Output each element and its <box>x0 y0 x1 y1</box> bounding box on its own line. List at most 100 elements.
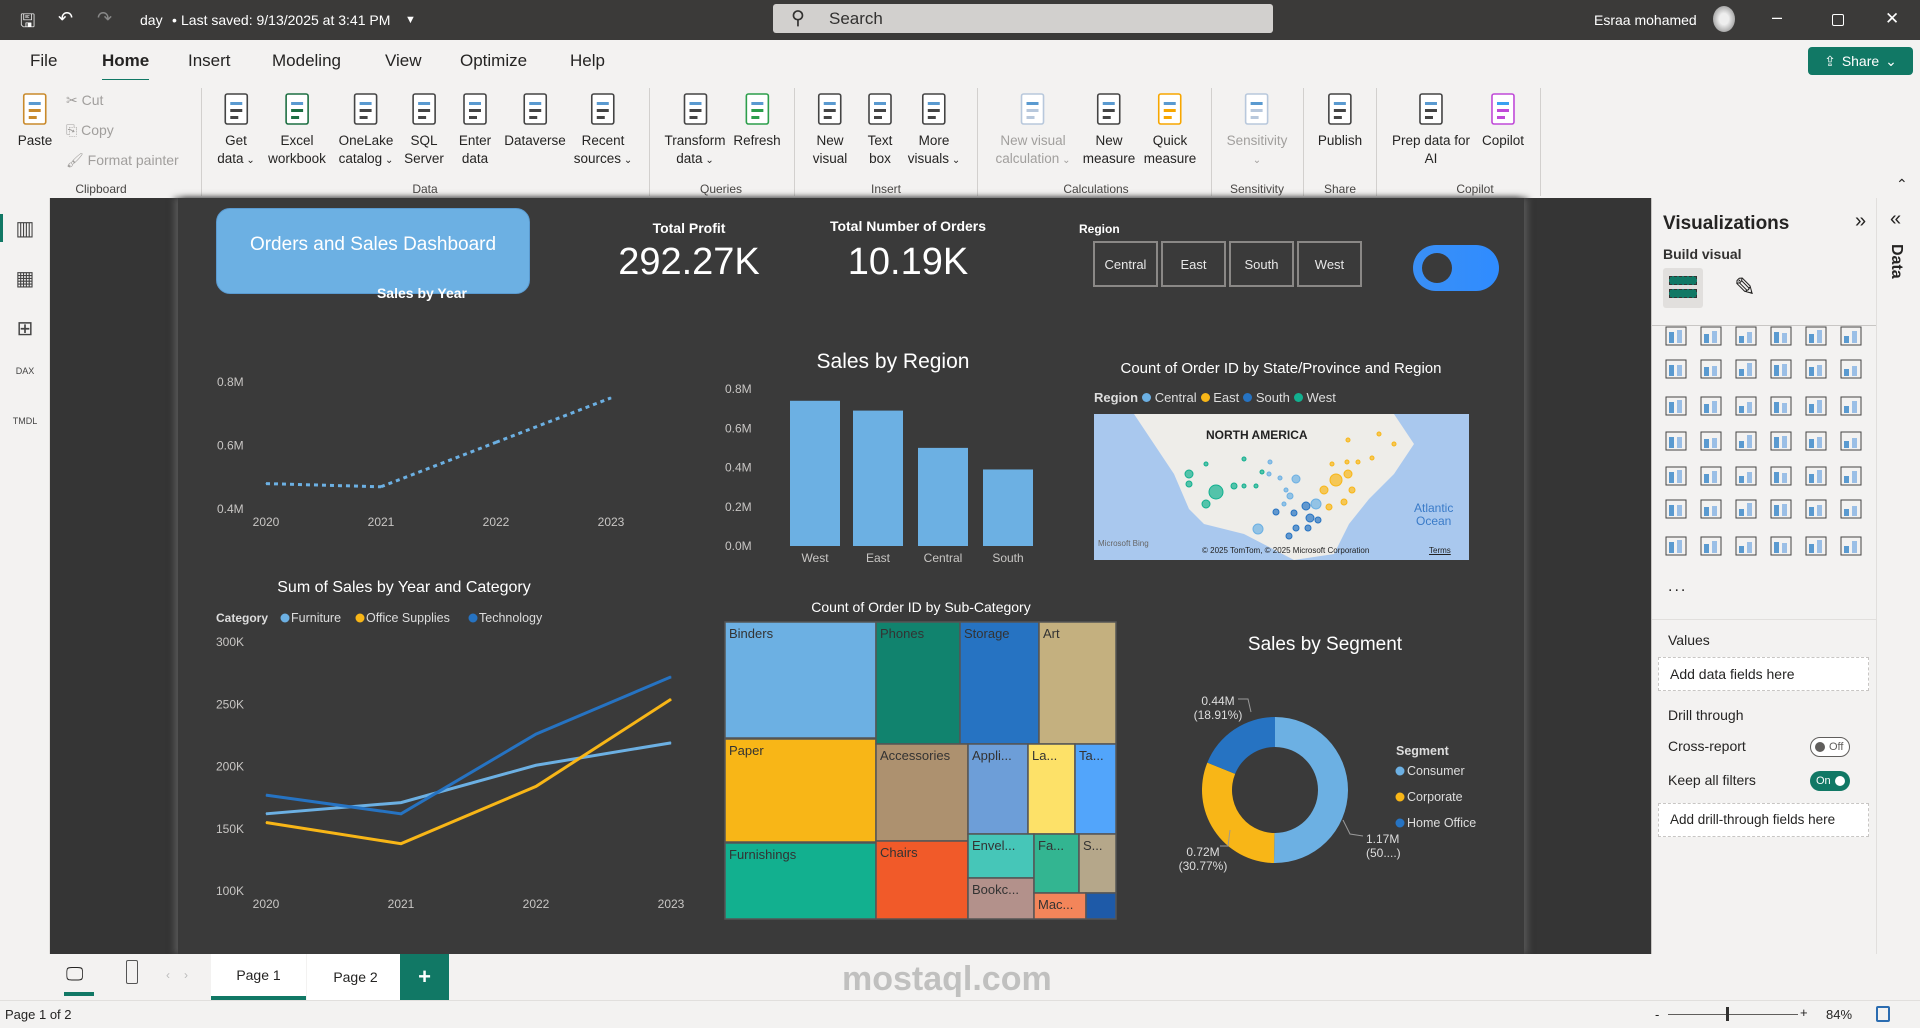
metrics-icon[interactable] <box>1839 497 1867 525</box>
map-icon[interactable] <box>1699 429 1727 457</box>
gauge-icon[interactable] <box>1804 429 1832 457</box>
treemap-cell[interactable] <box>967 877 1035 920</box>
map-bubble[interactable] <box>1376 431 1382 437</box>
series-line-office-supplies[interactable] <box>265 698 672 846</box>
user-name[interactable]: Esraa mohamed <box>1594 12 1697 28</box>
zoom-out-button[interactable]: - <box>1655 1007 1660 1022</box>
data-point[interactable] <box>670 676 672 678</box>
series-line-furniture[interactable] <box>265 741 672 816</box>
python-visual-icon[interactable] <box>1664 497 1692 525</box>
data-point[interactable] <box>535 764 537 766</box>
zoom-in-button[interactable]: + <box>1800 1005 1808 1020</box>
donut-slice-consumer[interactable] <box>1274 717 1349 863</box>
previous-page-icon[interactable]: ‹ <box>166 968 170 982</box>
region-slicer-option-central[interactable]: Central <box>1093 241 1158 287</box>
paginated-report-icon[interactable] <box>1664 534 1692 562</box>
matrix-icon[interactable] <box>1804 464 1832 492</box>
map-bubble[interactable] <box>1292 524 1300 532</box>
data-point[interactable] <box>265 483 267 485</box>
expand-pane-icon[interactable]: « <box>1890 208 1902 230</box>
slicer-icon[interactable] <box>1734 464 1762 492</box>
ribbon-text-box-button[interactable]: Text box <box>863 90 897 168</box>
stacked-column-icon[interactable] <box>1699 324 1727 352</box>
desktop-layout-icon[interactable]: 🖵 <box>66 964 84 984</box>
map-bubble[interactable] <box>1281 501 1287 507</box>
data-point[interactable] <box>400 813 402 815</box>
data-point[interactable] <box>265 794 267 796</box>
pie-icon[interactable] <box>1804 394 1832 422</box>
ribbon-sql-server-button[interactable]: SQL Server <box>404 90 444 168</box>
dashboard-title-button[interactable]: Orders and Sales Dashboard <box>216 208 530 294</box>
key-influencers-icon[interactable] <box>1699 497 1727 525</box>
map-bubble[interactable] <box>1391 441 1397 447</box>
mobile-layout-icon[interactable] <box>126 960 138 984</box>
donut-slice-corporate[interactable] <box>1201 762 1275 863</box>
ribbon-dataverse-button[interactable]: Dataverse <box>504 90 566 150</box>
data-point[interactable] <box>400 802 402 804</box>
map-legend-item[interactable]: Central <box>1142 390 1197 405</box>
format-visual-icon[interactable]: ✎ <box>1734 272 1756 302</box>
card-icon[interactable] <box>1839 429 1867 457</box>
map-legend-item[interactable]: South <box>1243 390 1290 405</box>
waterfall-icon[interactable] <box>1699 394 1727 422</box>
data-point[interactable] <box>535 733 537 735</box>
values-well[interactable]: Add data fields here <box>1658 657 1869 691</box>
map-bubble[interactable] <box>1252 523 1264 535</box>
ribbon-refresh-button[interactable]: Refresh <box>733 90 781 150</box>
data-point[interactable] <box>265 813 267 815</box>
map-bubble[interactable] <box>1329 461 1335 467</box>
map-bubble[interactable] <box>1266 471 1272 477</box>
redo-icon[interactable]: ↷ <box>97 8 113 28</box>
ribbon-prep-data-button[interactable]: Prep data for AI <box>1392 90 1470 168</box>
treemap-cell[interactable] <box>1085 892 1117 920</box>
clustered-bar-icon[interactable] <box>1734 324 1762 352</box>
ribbon-quick-measure-button[interactable]: Quick measure <box>1144 90 1196 168</box>
ribbon-publish-button[interactable]: Publish <box>1318 90 1362 150</box>
map-bubble[interactable] <box>1304 524 1312 532</box>
menu-tab-help[interactable]: Help <box>570 51 605 70</box>
table-view-icon[interactable]: ▦ <box>15 268 35 290</box>
map-bubble[interactable] <box>1203 461 1209 467</box>
report-view-icon[interactable]: ▥ <box>15 218 35 240</box>
map-bubble[interactable] <box>1310 498 1322 510</box>
map-terms-link[interactable]: Terms <box>1429 546 1451 555</box>
zoom-slider-thumb[interactable] <box>1725 1007 1729 1021</box>
toggle-switch[interactable] <box>1413 245 1499 291</box>
search-input[interactable]: ⚲ Search <box>773 4 1273 33</box>
funnel-icon[interactable] <box>1734 394 1762 422</box>
power-automate-icon[interactable] <box>1839 534 1867 562</box>
map-bubble[interactable] <box>1340 498 1348 506</box>
ribbon-paste-button[interactable]: Paste <box>18 90 52 150</box>
map-bubble[interactable] <box>1201 499 1211 509</box>
treemap-icon[interactable] <box>1664 429 1692 457</box>
map-legend-item[interactable]: West <box>1293 390 1336 405</box>
treemap-cell[interactable] <box>875 621 961 745</box>
donut-icon[interactable] <box>1839 394 1867 422</box>
menu-tab-view[interactable]: View <box>385 51 422 70</box>
data-pane-label[interactable]: Data <box>1888 244 1905 279</box>
card-new-icon[interactable] <box>1699 534 1727 562</box>
fit-to-page-icon[interactable] <box>1876 1006 1890 1022</box>
ribbon-new-visual-button[interactable]: New visual <box>813 90 847 168</box>
azure-map-icon[interactable] <box>1769 429 1797 457</box>
scatter-icon[interactable] <box>1769 394 1797 422</box>
map-bubble[interactable] <box>1343 469 1353 479</box>
map-bubble[interactable] <box>1345 437 1351 443</box>
maximize-icon[interactable] <box>1832 14 1844 26</box>
data-point[interactable] <box>610 397 612 399</box>
power-apps-icon[interactable] <box>1804 534 1832 562</box>
ribbon-visual-calculation-button[interactable]: New visual calculation ⌄ <box>996 90 1070 170</box>
map-bubble[interactable] <box>1325 503 1333 511</box>
undo-icon[interactable]: ↶ <box>58 8 74 28</box>
treemap-cell[interactable] <box>724 842 877 920</box>
map-bubble[interactable] <box>1230 482 1238 490</box>
ribbon-excel-button[interactable]: Excel workbook <box>268 90 326 168</box>
map-bubble[interactable] <box>1369 455 1375 461</box>
keep-filters-toggle[interactable]: On <box>1810 771 1850 791</box>
map-bubble[interactable] <box>1285 532 1293 540</box>
collapse-ribbon-icon[interactable]: ⌃ <box>1896 176 1908 192</box>
ribbon-chart-icon[interactable] <box>1664 394 1692 422</box>
map-bubble[interactable] <box>1241 483 1247 489</box>
stacked-area-icon[interactable] <box>1734 357 1762 385</box>
map-bubble[interactable] <box>1329 473 1343 487</box>
